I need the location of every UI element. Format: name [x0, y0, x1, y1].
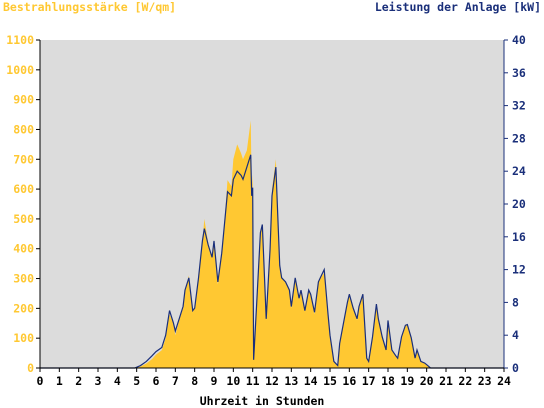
left-tick-label: 400	[13, 242, 34, 256]
x-tick-label: 13	[284, 374, 298, 388]
x-axis-label: Uhrzeit in Stunden	[200, 394, 325, 408]
x-tick-label: 6	[153, 374, 160, 388]
x-tick-label: 22	[458, 374, 472, 388]
left-tick-label: 300	[13, 272, 34, 286]
x-tick-label: 5	[133, 374, 140, 388]
right-axis-ticks: 0 4 8 12 16 20 24 28 32 36 40	[504, 33, 526, 375]
right-tick-label: 16	[512, 230, 526, 244]
right-tick-label: 8	[512, 295, 519, 309]
x-tick-label: 7	[172, 374, 179, 388]
x-tick-label: 12	[265, 374, 279, 388]
left-tick-label: 800	[13, 122, 34, 136]
left-tick-label: 200	[13, 301, 34, 315]
x-tick-label: 17	[362, 374, 376, 388]
x-tick-label: 19	[400, 374, 414, 388]
left-tick-label: 0	[27, 361, 34, 375]
right-tick-label: 12	[512, 263, 526, 277]
x-tick-label: 16	[342, 374, 356, 388]
right-tick-label: 40	[512, 33, 526, 47]
x-tick-label: 24	[497, 374, 511, 388]
x-tick-label: 23	[478, 374, 492, 388]
x-tick-label: 18	[381, 374, 395, 388]
x-tick-label: 4	[114, 374, 121, 388]
x-tick-label: 0	[37, 374, 44, 388]
left-tick-label: 600	[13, 182, 34, 196]
left-tick-label: 1100	[6, 33, 34, 47]
left-tick-label: 700	[13, 152, 34, 166]
x-tick-label: 20	[420, 374, 434, 388]
right-tick-label: 0	[512, 361, 519, 375]
x-tick-label: 15	[323, 374, 337, 388]
left-tick-label: 1000	[6, 63, 34, 77]
irradiance-area-layer	[40, 120, 504, 368]
irradiance-area	[40, 120, 504, 368]
right-axis-title: Leistung der Anlage [kW]	[375, 0, 541, 14]
x-tick-label: 1	[56, 374, 63, 388]
x-tick-label: 21	[439, 374, 453, 388]
x-axis-ticks: 0 1 2 3 4 5 6 7 8 9 10 11 12 13 14 15 16 17 18 19 20 21 22 23 24	[37, 368, 511, 388]
right-tick-label: 20	[512, 197, 526, 211]
left-axis-title: Bestrahlungsstärke [W/qm]	[3, 0, 176, 14]
right-tick-label: 32	[512, 99, 526, 113]
x-tick-label: 11	[246, 374, 260, 388]
right-tick-label: 24	[512, 164, 526, 178]
left-axis-ticks: 0 100 200 300 400 500 600 700 800 900 1000 1100	[6, 33, 40, 375]
x-tick-label: 8	[191, 374, 198, 388]
x-tick-label: 10	[226, 374, 240, 388]
right-tick-label: 28	[512, 131, 526, 145]
power-line	[40, 154, 504, 369]
right-tick-label: 36	[512, 66, 526, 80]
right-tick-label: 4	[512, 328, 519, 342]
left-tick-label: 900	[13, 93, 34, 107]
x-tick-label: 9	[211, 374, 218, 388]
x-tick-label: 3	[95, 374, 102, 388]
left-tick-label: 100	[13, 331, 34, 345]
x-tick-label: 14	[304, 374, 318, 388]
left-tick-label: 500	[13, 212, 34, 226]
x-tick-label: 2	[75, 374, 82, 388]
power-line-layer	[40, 154, 504, 369]
